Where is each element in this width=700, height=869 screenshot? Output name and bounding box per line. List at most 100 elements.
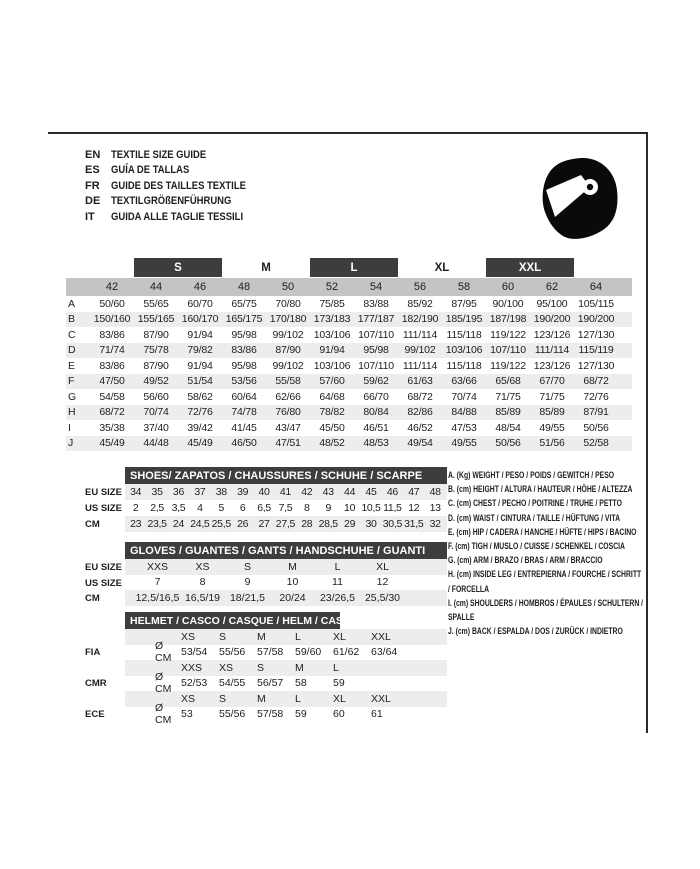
helmet-size-row: XS S M L XL XXL <box>125 691 447 707</box>
measure-row-b: B 150/160 155/165 160/170 165/175 170/180 173/… <box>66 311 632 327</box>
legend-item: B. (cm) HEIGHT / ALTURA / HAUTEUR / HÖHE… <box>448 484 633 495</box>
measurement-rows: A 50/60 55/65 60/70 65/75 70/80 75/85 83/88 85/9… <box>66 296 632 451</box>
helmet-value: 55/56 <box>219 646 246 659</box>
helmet-size: XXS <box>181 661 203 674</box>
size-value: 66/70 <box>363 390 389 403</box>
size-value: 173/183 <box>313 313 351 326</box>
cell: 6,5 <box>257 502 271 514</box>
size-value: 107/110 <box>490 344 526 357</box>
cell: 10 <box>286 576 299 589</box>
cell: 10 <box>344 502 356 514</box>
cell: 13 <box>429 502 441 514</box>
size-value: 95/98 <box>363 344 389 357</box>
cell: 25,5 <box>211 518 232 530</box>
row-label: EU SIZE <box>85 486 122 498</box>
row-letter: I <box>68 421 71 434</box>
size-value: 105/115 <box>578 297 614 310</box>
cell: 10,5 <box>361 502 381 514</box>
measure-row-i: I 35/38 37/40 39/42 41/45 43/47 45/50 46/51 46/5… <box>66 420 632 436</box>
size-value: 65/75 <box>231 297 257 310</box>
size-value: 49/54 <box>407 437 433 450</box>
cell: L <box>334 560 341 573</box>
row-label: US SIZE <box>85 502 122 514</box>
row-letter: J <box>68 437 74 450</box>
cell: 12 <box>376 576 389 589</box>
size-value: 48/53 <box>363 437 389 450</box>
numeric-size: 44 <box>149 281 163 293</box>
size-value: 55/65 <box>143 297 169 310</box>
size-value: 68/72 <box>583 375 609 388</box>
legend-item: D. (cm) WAIST / CINTURA / TAILLE / HÜFTU… <box>448 512 621 523</box>
helmet-table: XS S M L XL XXL Ø CM 53/54 55/56 57/58 59/60 61/62 6… <box>125 629 447 726</box>
legend-item: J. (cm) BACK / ESPALDA / DOS / ZURÜCK / … <box>448 626 623 637</box>
size-value: 177/187 <box>357 313 395 326</box>
helmet-size: XL <box>333 630 346 643</box>
size-value: 83/86 <box>231 344 257 357</box>
language-code: IT <box>85 210 95 223</box>
size-value: 84/88 <box>451 406 477 419</box>
helmet-size: S <box>257 661 265 674</box>
size-value: 95/98 <box>231 328 257 341</box>
legend-item: A. (Kg) WEIGHT / PESO / POIDS / GEWITCH … <box>448 470 615 480</box>
cell: 25,5/30 <box>364 591 401 604</box>
size-group-m: M <box>261 261 271 274</box>
size-value: 107/110 <box>358 359 394 372</box>
size-value: 85/89 <box>495 406 521 419</box>
helmet-size: M <box>257 692 266 705</box>
helmet-size: XXL <box>371 630 391 643</box>
size-value: 45/49 <box>187 437 213 450</box>
size-value: 107/110 <box>358 328 394 341</box>
cell: 20/24 <box>279 591 306 604</box>
language-title: GUIDE DES TAILLES TEXTILE <box>111 179 246 192</box>
size-value: 80/84 <box>363 406 389 419</box>
row-label: CM <box>85 518 100 530</box>
row-letter: B <box>68 313 75 326</box>
size-value: 127/130 <box>577 359 615 372</box>
size-value: 127/130 <box>577 328 615 341</box>
language-title: GUÍA DE TALLAS <box>111 164 190 177</box>
cell: 28 <box>301 518 313 530</box>
diameter-unit: Ø CM <box>155 671 172 696</box>
language-list: EN TEXTILE SIZE GUIDE ES GUÍA DE TALLAS FR GU… <box>85 147 268 225</box>
size-value: 45/50 <box>319 421 345 434</box>
size-value: 68/72 <box>407 390 433 403</box>
table-row-cm: 23 23,5 24 24,5 25,5 26 27 27,5 28 28,5 29 30 30,5 31… <box>125 516 447 532</box>
cell: 41 <box>279 486 291 498</box>
helmet-value: 61 <box>371 708 383 721</box>
numeric-size: 64 <box>589 281 603 293</box>
size-value: 37/40 <box>143 421 169 434</box>
measurement-legend: A. (Kg) WEIGHT / PESO / POIDS / GEWITCH … <box>448 468 644 638</box>
helmet-size: L <box>295 630 301 643</box>
cell: 29 <box>344 518 356 530</box>
size-value: 123/126 <box>533 328 571 341</box>
size-value: 51/54 <box>187 375 213 388</box>
language-row: IT GUIDA ALLE TAGLIE TESSILI <box>85 209 268 225</box>
helmet-size: L <box>333 661 339 674</box>
size-value: 39/42 <box>187 421 213 434</box>
helmet-size: XL <box>333 692 346 705</box>
helmet-value: 52/53 <box>181 677 208 690</box>
helmet-value: 59/60 <box>295 646 322 659</box>
size-value: 68/72 <box>99 406 125 419</box>
size-value: 115/118 <box>446 328 482 341</box>
cell: 48 <box>429 486 441 498</box>
standard-label-fia: FIA <box>85 647 101 658</box>
size-value: 90/100 <box>492 297 524 310</box>
measure-row-g: G 54/58 56/60 58/62 60/64 62/66 64/68 66/70 68/7… <box>66 389 632 405</box>
cell: 28,5 <box>318 518 339 530</box>
size-value: 187/198 <box>489 313 527 326</box>
row-label: EU SIZE <box>85 562 122 573</box>
measure-row-a: A 50/60 55/65 60/70 65/75 70/80 75/85 83/88 85/9… <box>66 296 632 312</box>
cell: 9 <box>244 576 251 589</box>
language-row: ES GUÍA DE TALLAS <box>85 163 268 179</box>
helmet-value-row: Ø CM 53/54 55/56 57/58 59/60 61/62 63/64 <box>125 640 447 664</box>
size-value: 115/118 <box>446 359 482 372</box>
size-value: 45/49 <box>99 437 125 450</box>
legend-item: E. (cm) HIP / CADERA / HANCHE / HÜFTE / … <box>448 526 637 537</box>
size-value: 41/45 <box>231 421 257 434</box>
size-value: 91/94 <box>187 328 213 341</box>
shoes-table: 34 35 36 37 38 39 40 41 42 43 44 45 46 47 48 2 2,5 3,5 4 5 6… <box>125 484 447 532</box>
cell: 36 <box>172 486 185 498</box>
size-value: 103/106 <box>445 344 483 357</box>
